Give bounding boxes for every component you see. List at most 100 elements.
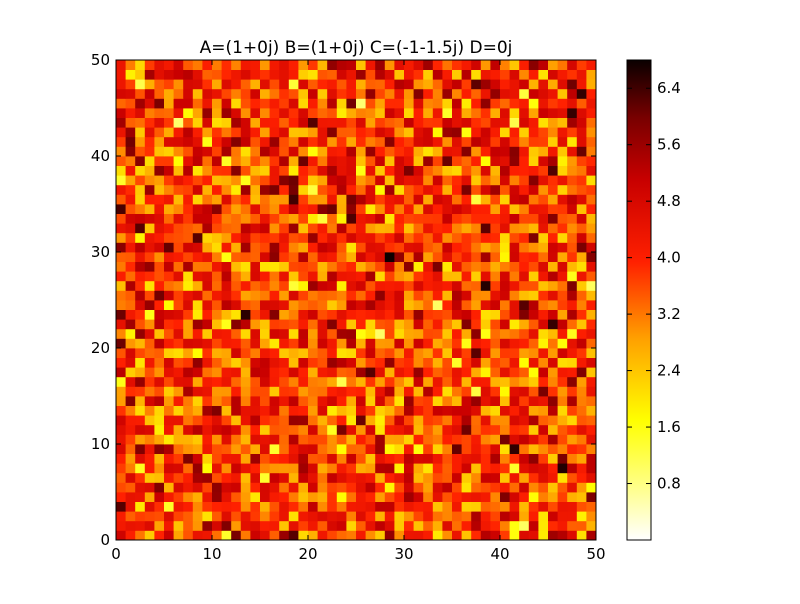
heatmap-cell	[490, 156, 501, 166]
heatmap-cell	[576, 136, 587, 147]
heatmap-cell	[509, 175, 520, 186]
heatmap-cell	[231, 520, 242, 531]
heatmap-cell	[356, 223, 366, 234]
heatmap-cell	[135, 108, 146, 118]
heatmap-cell	[413, 338, 424, 349]
heatmap-cell	[212, 88, 222, 99]
heatmap-cell	[490, 136, 501, 147]
heatmap-cell	[538, 79, 549, 90]
heatmap-cell	[327, 424, 338, 435]
heatmap-cell	[500, 136, 510, 147]
heatmap-cell	[116, 444, 126, 454]
heatmap-cell	[356, 261, 366, 272]
heatmap-cell	[538, 60, 549, 70]
heatmap-cell	[173, 511, 184, 522]
heatmap-cell	[164, 136, 174, 147]
heatmap-cell	[413, 501, 424, 512]
heatmap-cell	[298, 175, 309, 186]
heatmap-cell	[423, 386, 434, 397]
heatmap-cell	[375, 127, 386, 138]
heatmap-cell	[461, 386, 472, 397]
heatmap-cell	[442, 434, 453, 445]
heatmap-cell	[240, 280, 251, 291]
heatmap-cell	[548, 367, 558, 378]
heatmap-cell	[423, 252, 434, 262]
heatmap-cell	[221, 511, 232, 522]
heatmap-cell	[317, 271, 328, 282]
heatmap-cell	[192, 271, 203, 282]
heatmap-cell	[173, 108, 184, 118]
heatmap-cell	[519, 98, 530, 109]
heatmap-cell	[480, 328, 491, 339]
heatmap-cell	[519, 252, 530, 262]
heatmap-cell	[432, 492, 443, 502]
heatmap-cell	[202, 69, 213, 80]
heatmap-cell	[135, 136, 146, 147]
heatmap-cell	[288, 69, 299, 80]
heatmap-cell	[202, 108, 213, 118]
heatmap-cell	[519, 261, 530, 272]
heatmap-cell	[116, 338, 126, 349]
heatmap-cell	[298, 261, 309, 272]
heatmap-cell	[586, 136, 597, 147]
heatmap-cell	[135, 290, 146, 301]
heatmap-cell	[548, 165, 558, 176]
heatmap-cell	[442, 117, 453, 128]
heatmap-cell	[192, 463, 203, 474]
heatmap-cell	[260, 194, 270, 205]
heatmap-cell	[384, 463, 395, 474]
heatmap-cell	[471, 348, 482, 358]
heatmap-cell	[125, 338, 136, 349]
heatmap-cell	[279, 213, 290, 224]
heatmap-cell	[413, 60, 424, 70]
heatmap-cell	[173, 376, 184, 387]
heatmap-cell	[183, 444, 194, 454]
heatmap-cell	[365, 232, 376, 243]
heatmap-cell	[135, 492, 146, 502]
heatmap-cell	[336, 156, 347, 166]
heatmap-cell	[327, 434, 338, 445]
heatmap-cell	[260, 242, 270, 253]
heatmap-cell	[250, 472, 261, 483]
heatmap-cell	[154, 376, 165, 387]
heatmap-cell	[192, 415, 203, 426]
heatmap-cell	[586, 204, 597, 214]
heatmap-cell	[135, 252, 146, 262]
heatmap-cell	[442, 280, 453, 291]
heatmap-cell	[519, 127, 530, 138]
heatmap-cell	[298, 492, 309, 502]
heatmap-cell	[557, 60, 568, 70]
heatmap-cell	[432, 424, 443, 435]
heatmap-cell	[413, 453, 424, 464]
heatmap-cell	[452, 520, 462, 531]
heatmap-cell	[231, 232, 242, 243]
heatmap-cell	[471, 424, 482, 435]
heatmap-cell	[250, 405, 261, 416]
heatmap-cell	[135, 357, 146, 368]
heatmap-cell	[192, 280, 203, 291]
heatmap-cell	[279, 184, 290, 195]
heatmap-cell	[125, 117, 136, 128]
heatmap-cell	[269, 424, 280, 435]
heatmap-cell	[548, 482, 558, 493]
heatmap-cell	[154, 424, 165, 435]
heatmap-cell	[519, 405, 530, 416]
heatmap-cell	[519, 492, 530, 502]
heatmap-cell	[413, 204, 424, 214]
heatmap-cell	[240, 108, 251, 118]
heatmap-cell	[480, 223, 491, 234]
heatmap-cell	[269, 290, 280, 301]
heatmap-cell	[317, 348, 328, 358]
heatmap-cell	[221, 127, 232, 138]
heatmap-cell	[413, 213, 424, 224]
heatmap-cell	[413, 492, 424, 502]
heatmap-cell	[423, 69, 434, 80]
heatmap-cell	[394, 194, 405, 205]
heatmap-cell	[509, 463, 520, 474]
heatmap-cell	[423, 338, 434, 349]
heatmap-cell	[538, 520, 549, 531]
heatmap-cell	[250, 232, 261, 243]
heatmap-cell	[365, 472, 376, 483]
heatmap-cell	[240, 79, 251, 90]
heatmap-cell	[528, 405, 539, 416]
